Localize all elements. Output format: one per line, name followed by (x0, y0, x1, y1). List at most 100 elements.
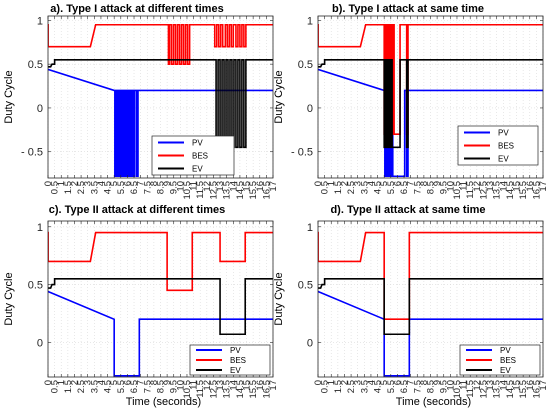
legend-label-ev: EV (192, 165, 203, 174)
x-tick-label: 3.5 (359, 181, 370, 194)
x-tick-label: 14 (498, 380, 509, 391)
x-tick-label: 6 (122, 380, 133, 385)
series-group (48, 231, 273, 377)
x-tick-label: 2.5 (346, 380, 357, 393)
x-tick-label: 5.5 (386, 380, 397, 393)
x-tick-label: 3 (353, 181, 364, 186)
y-tick-label: 0.5 (298, 59, 313, 71)
x-tick-label: 4 (96, 380, 107, 385)
legend-label-ev: EV (500, 366, 511, 375)
x-tick-label: 3 (353, 380, 364, 385)
x-tick-label: 11.5 (465, 181, 476, 199)
x-tick-label: 11 (189, 380, 200, 390)
legend-label-ev: EV (230, 366, 241, 375)
x-tick-label: 6 (392, 181, 403, 186)
x-tick-label: 7.5 (142, 380, 153, 393)
x-tick-label: 3 (83, 181, 94, 186)
chart-title: b). Type I attack at same time (332, 3, 484, 15)
y-tick-label: 0.5 (298, 280, 313, 292)
series-line-ev (318, 58, 543, 149)
y-axis-label: Duty Cycle (273, 272, 285, 325)
panels: 00.511.522.533.544.555.566.577.588.599.5… (3, 3, 549, 408)
x-tick-label: 17 (268, 380, 279, 391)
x-tick-label: 13 (215, 380, 226, 391)
x-tick-label: 10 (445, 380, 456, 391)
x-tick-label: 0.5 (320, 181, 331, 194)
x-tick-label: 16.5 (531, 181, 542, 200)
x-tick-label: 4.5 (373, 380, 384, 393)
x-tick-label: 3.5 (359, 380, 370, 393)
x-tick-label: 13.5 (492, 380, 503, 399)
x-tick-label: 14 (498, 181, 509, 192)
x-tick-label: 5 (109, 181, 120, 186)
chart-title: d). Type II attack at same time (330, 204, 485, 216)
x-tick-label: 8.5 (426, 380, 437, 393)
x-tick-label: 11 (189, 181, 200, 191)
x-tick-label: 13 (485, 181, 496, 192)
x-tick-label: 10.5 (182, 380, 193, 399)
y-tick-label: 0 (37, 103, 43, 115)
x-tick-label: 10 (175, 380, 186, 391)
x-tick-label: 14.5 (505, 380, 516, 399)
y-tick-label: 1 (37, 15, 43, 27)
y-tick-label: 0.5 (28, 280, 43, 292)
x-tick-label: 2 (339, 181, 350, 186)
x-tick-label: 4.5 (103, 181, 114, 194)
x-tick-label: 7.5 (412, 181, 423, 194)
legend-label-pv: PV (500, 346, 511, 355)
x-tick-label: 6 (122, 181, 133, 186)
x-tick-label: 3 (83, 380, 94, 385)
x-tick-label: 0 (313, 181, 324, 186)
x-tick-label: 4.5 (373, 181, 384, 194)
x-tick-label: 5.5 (116, 380, 127, 393)
x-tick-label: 0 (43, 181, 54, 186)
chart-panel-3: 00.511.522.533.544.555.566.577.588.599.5… (273, 204, 549, 408)
x-tick-label: 14 (228, 380, 239, 391)
y-tick-label: 0.5 (28, 59, 43, 71)
x-tick-label: 8 (419, 380, 430, 385)
x-tick-label: 5.5 (386, 181, 397, 194)
x-tick-label: 14 (228, 181, 239, 192)
x-tick-label: 11.5 (195, 380, 206, 398)
x-tick-label: 1 (326, 380, 337, 385)
x-tick-label: 11 (459, 181, 470, 191)
x-tick-label: 2 (339, 380, 350, 385)
series-line-bes (48, 23, 273, 65)
x-tick-label: 13.5 (222, 181, 233, 200)
x-tick-label: 4 (96, 181, 107, 186)
x-tick-label: 6.5 (129, 181, 140, 194)
x-tick-label: 9.5 (439, 380, 450, 393)
y-tick-label: - 0.5 (291, 147, 313, 159)
x-tick-label: 4.5 (103, 380, 114, 393)
x-tick-label: 6.5 (399, 181, 410, 194)
x-tick-label: 7 (406, 380, 417, 385)
x-tick-label: 15.5 (248, 380, 259, 399)
x-tick-label: 8 (149, 181, 160, 186)
x-tick-label: 17 (538, 181, 549, 192)
x-tick-label: 1 (326, 181, 337, 186)
x-tick-label: 10 (445, 181, 456, 192)
x-tick-label: 12 (472, 181, 483, 192)
x-tick-label: 15.5 (518, 380, 529, 399)
x-tick-label: 15 (512, 380, 523, 391)
x-tick-label: 7 (136, 380, 147, 385)
x-tick-label: 13 (215, 181, 226, 192)
x-tick-label: 1.5 (333, 181, 344, 194)
legend-label-pv: PV (498, 129, 509, 138)
x-tick-label: 9 (162, 380, 173, 385)
x-tick-label: 8 (419, 181, 430, 186)
x-axis-label: Time (seconds) (396, 396, 471, 408)
x-tick-label: 2 (69, 181, 80, 186)
x-tick-label: 1 (56, 380, 67, 385)
x-tick-label: 2.5 (346, 181, 357, 194)
x-tick-label: 12.5 (208, 181, 219, 200)
chart-panel-1: 00.511.522.533.544.555.566.577.588.599.5… (273, 3, 549, 200)
y-tick-label: 0 (307, 337, 313, 349)
x-tick-label: 8.5 (156, 380, 167, 393)
x-tick-label: 17 (538, 380, 549, 391)
x-tick-label: 1.5 (63, 181, 74, 194)
y-axis-label: Duty Cycle (3, 272, 15, 325)
